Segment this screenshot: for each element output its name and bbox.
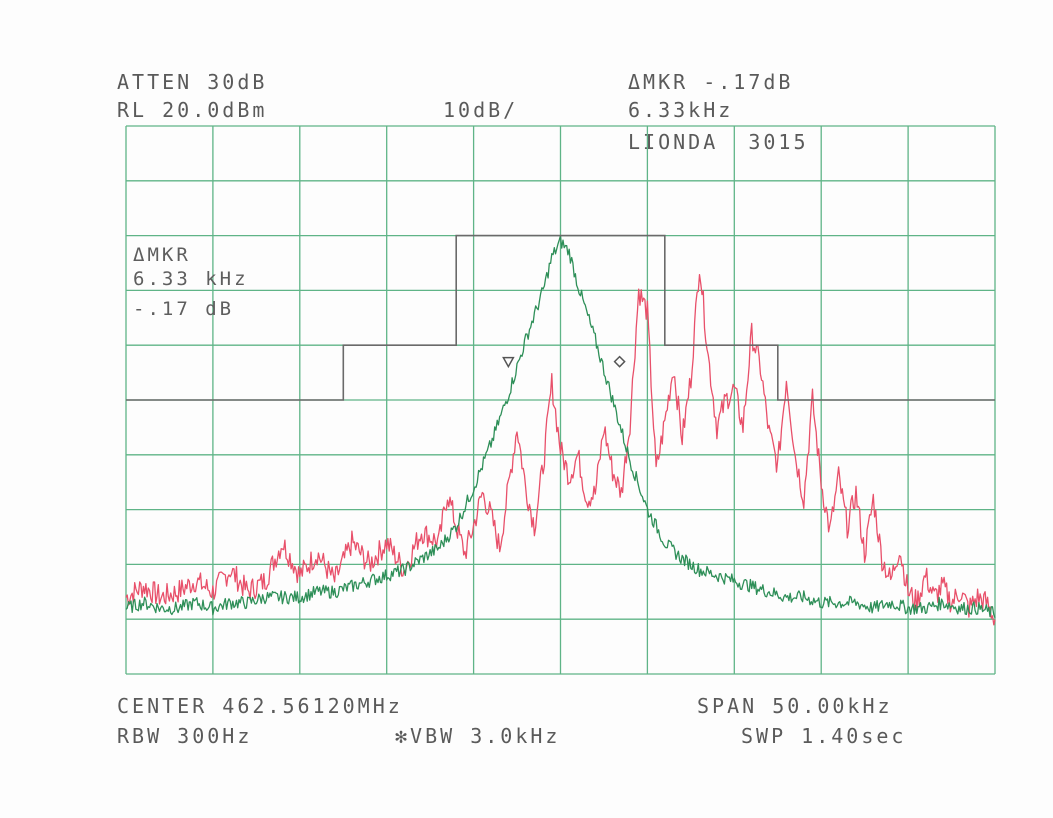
vbw-label: ✻VBW 3.0kHz	[395, 724, 561, 748]
spectrum-trace-red	[125, 273, 996, 626]
center-frequency-label: CENTER 462.56120MHz	[117, 694, 403, 718]
marker-diamond	[613, 355, 626, 368]
span-label: SPAN 50.00kHz	[697, 694, 893, 718]
sweep-label: SWP 1.40sec	[741, 724, 907, 748]
delta-frequency-label: 6.33kHz	[628, 98, 734, 122]
marker-box-level: -.17 dB	[133, 298, 235, 320]
marker-box-frequency: 6.33 kHz	[133, 268, 249, 290]
rbw-label: RBW 300Hz	[117, 724, 253, 748]
marker-box-title: ΔMKR	[133, 244, 191, 266]
ref-level-label: RL 20.0dBm	[117, 98, 268, 122]
marker-triangle	[502, 356, 515, 369]
limit-mask-line	[126, 234, 995, 401]
delta-marker-label: ΔMKR -.17dB	[628, 70, 794, 94]
scale-label: 10dB/	[443, 98, 519, 122]
device-label: LIONDA 3015	[628, 130, 809, 154]
atten-label: ATTEN 30dB	[117, 70, 268, 94]
